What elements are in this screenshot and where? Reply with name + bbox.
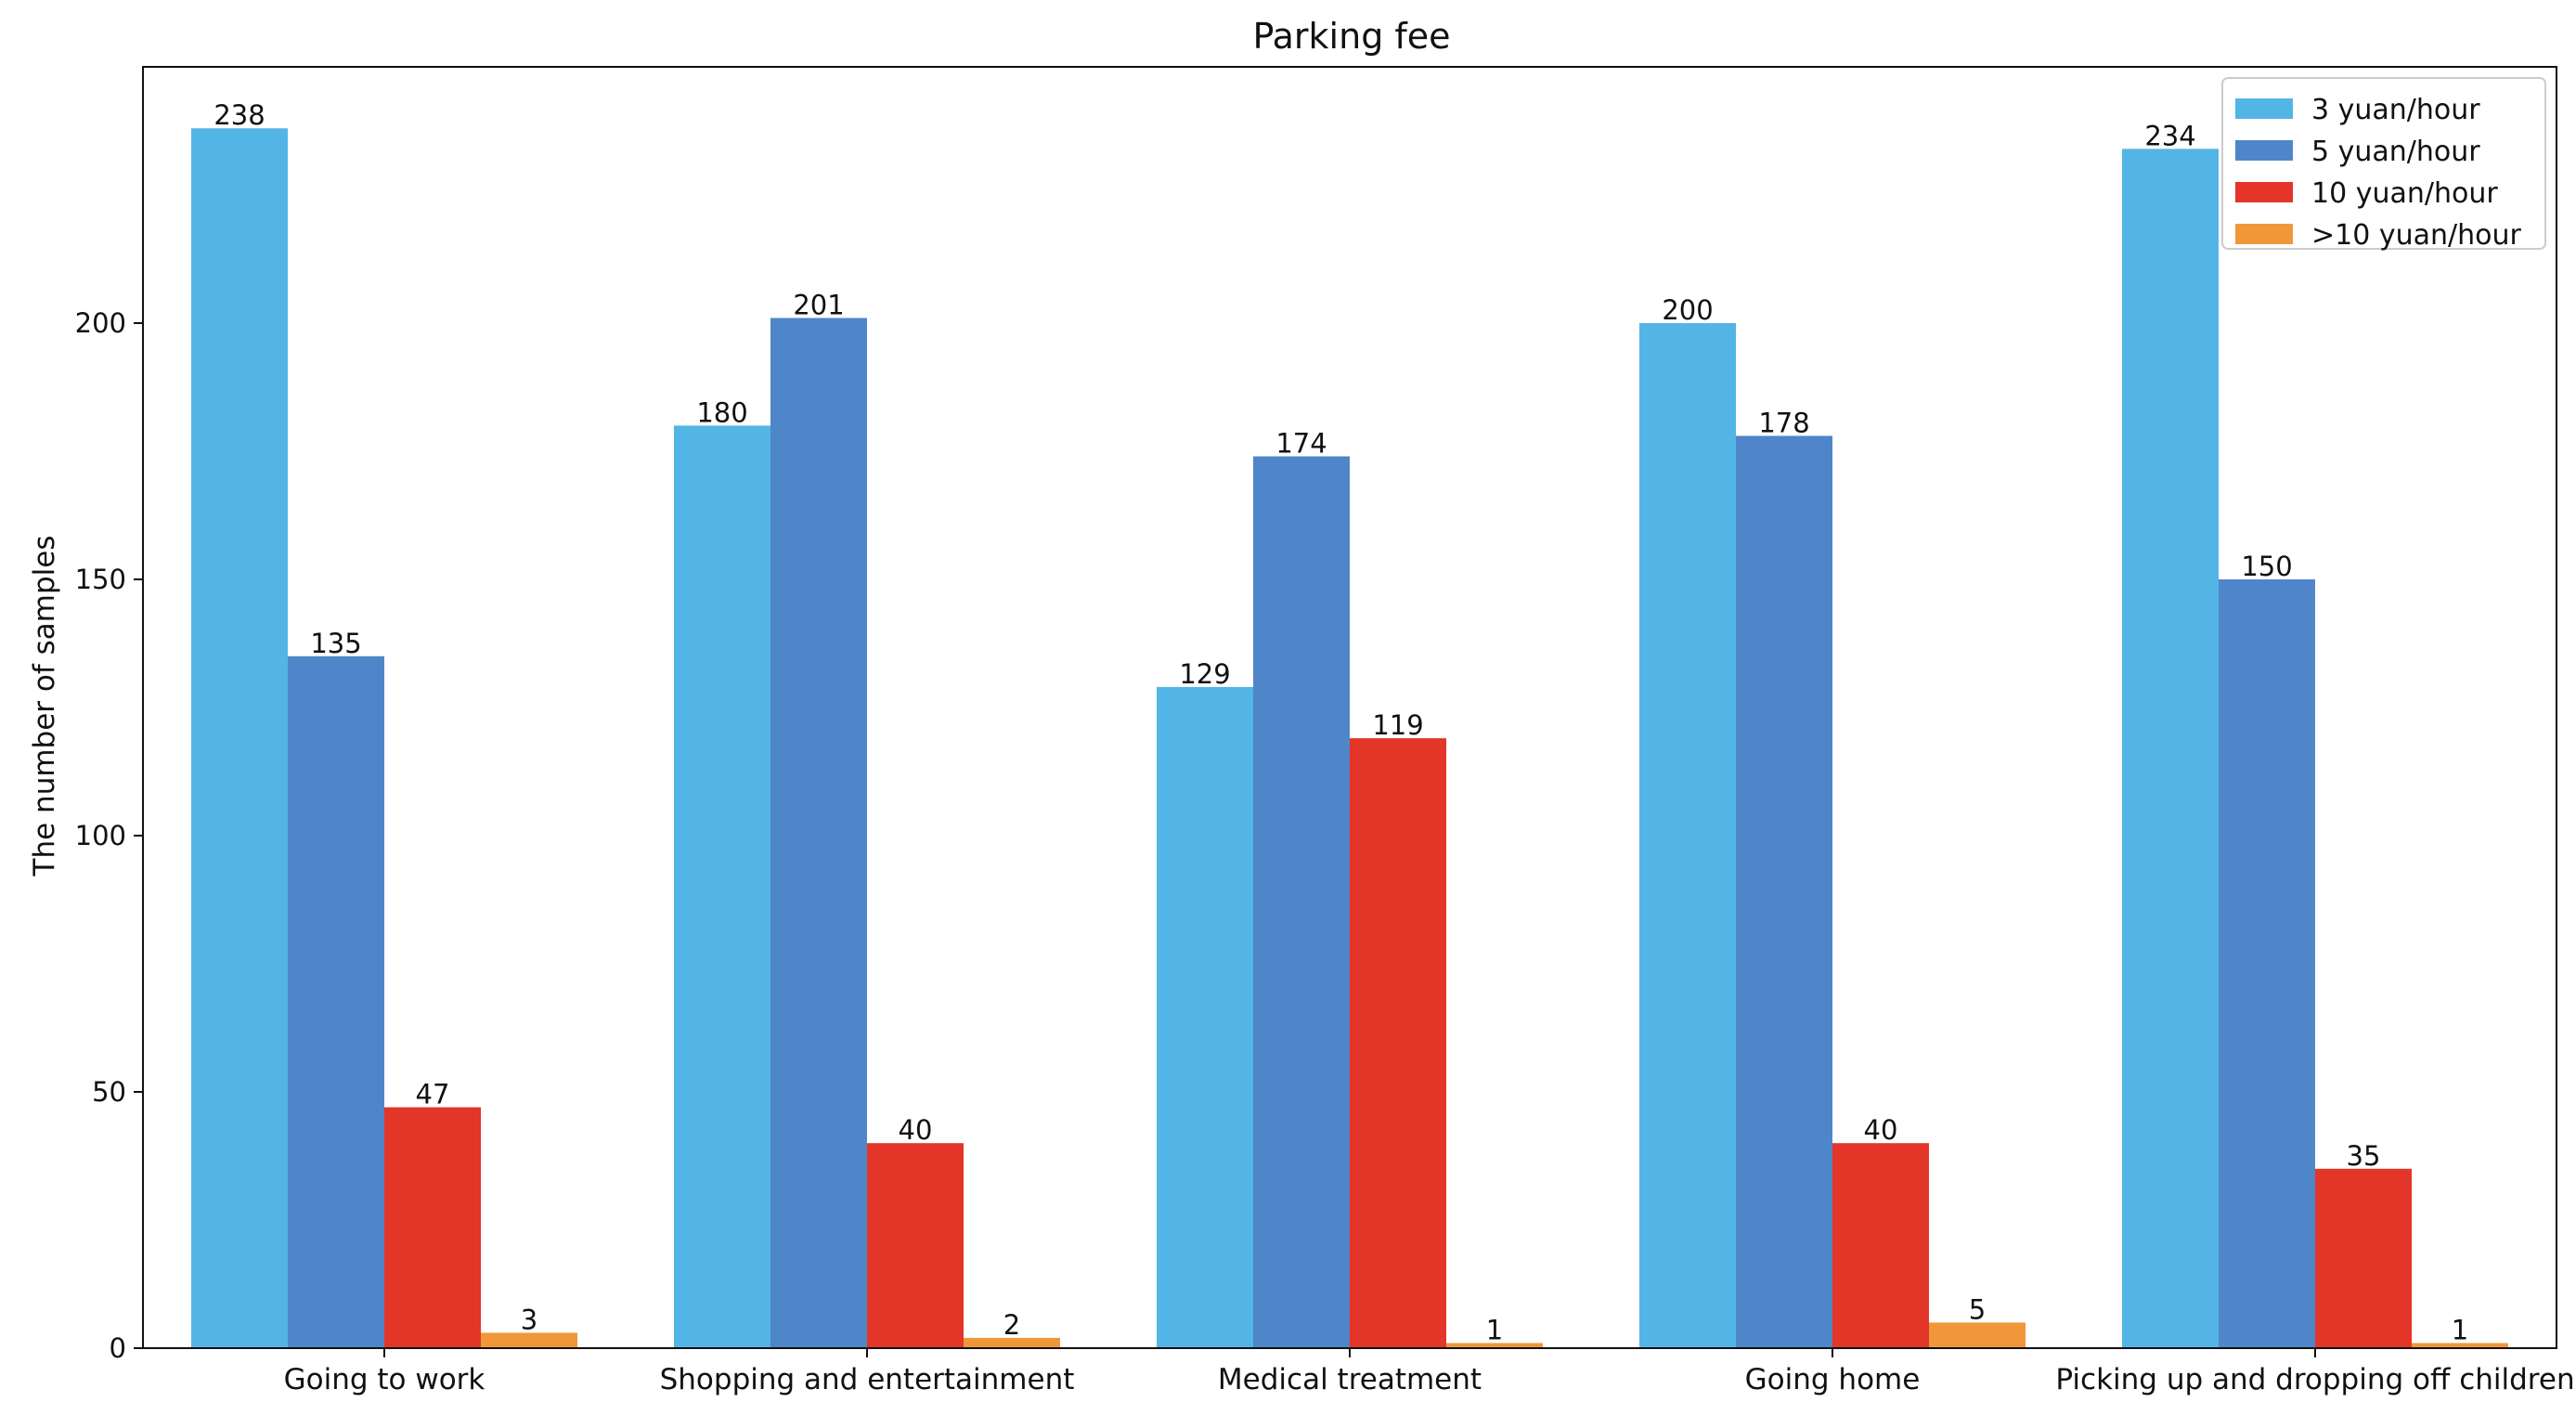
bars-layer [191, 128, 2508, 1349]
y-axis-label: The number of samples [28, 536, 61, 877]
bar-going-home-10-yuan-hour [1832, 1143, 1929, 1348]
bar-value-label: 135 [310, 628, 361, 659]
x-tick-label-picking-up-and-dropping-off-children: Picking up and dropping off children [2055, 1363, 2574, 1396]
legend-label-10-yuan-hour: 10 yuan/hour [2311, 177, 2498, 210]
y-tick-label: 100 [75, 820, 126, 851]
x-tick-label-going-to-work: Going to work [284, 1363, 485, 1396]
bar-labels-layer: 2381354731802014021291741191200178405234… [214, 99, 2468, 1345]
chart-title: Parking fee [1252, 16, 1450, 57]
y-tick-label: 50 [92, 1076, 126, 1108]
bar-value-label: 35 [2347, 1140, 2381, 1172]
legend-swatch-10-yuan-hour [2235, 182, 2293, 202]
y-axis: 0 50 100 150 200 [75, 307, 143, 1364]
bar-value-label: 150 [2241, 551, 2292, 582]
bar-picking-up-and-dropping-off-children-3-yuan-hour [2122, 149, 2219, 1348]
bar-value-label: 174 [1275, 428, 1327, 460]
bar-value-label: 1 [1486, 1314, 1503, 1345]
bar-going-to-work-10-yuan-hour [481, 1332, 577, 1348]
legend-label-3-yuan-hour: 3 yuan/hour [2311, 94, 2480, 126]
bar-value-label: 2 [1003, 1309, 1020, 1341]
bar-medical-treatment-3-yuan-hour [1157, 686, 1253, 1348]
legend-box [2221, 77, 2546, 250]
bar-shopping-and-entertainment-10-yuan-hour [867, 1143, 964, 1348]
bar-value-label: 47 [416, 1079, 450, 1110]
y-tick-label: 0 [110, 1332, 126, 1364]
bar-medical-treatment-10-yuan-hour [1350, 738, 1446, 1348]
plot-frame [142, 66, 2557, 1349]
bar-value-label: 178 [1758, 407, 1809, 438]
bar-shopping-and-entertainment-5-yuan-hour [770, 318, 867, 1349]
x-tick-label-medical-treatment: Medical treatment [1218, 1363, 1482, 1396]
bar-value-label: 40 [1864, 1114, 1898, 1146]
bar-shopping-and-entertainment-3-yuan-hour [674, 425, 770, 1348]
bar-value-label: 5 [1969, 1293, 1986, 1325]
bar-value-label: 201 [793, 289, 844, 320]
bar-value-label: 180 [696, 396, 747, 428]
legend-swatch-10-yuan-hour [2235, 224, 2293, 244]
bar-going-home-5-yuan-hour [1736, 435, 1832, 1348]
bar-going-home-10-yuan-hour [1929, 1322, 2026, 1348]
bar-going-to-work-5-yuan-hour [288, 656, 384, 1348]
bar-value-label: 119 [1372, 709, 1423, 741]
bar-going-to-work-3-yuan-hour [191, 128, 288, 1349]
bar-medical-treatment-10-yuan-hour [1446, 1343, 1543, 1348]
y-tick-label: 200 [75, 307, 126, 339]
legend-label-10-yuan-hour: >10 yuan/hour [2311, 219, 2522, 252]
bar-value-label: 234 [2144, 120, 2195, 151]
x-axis: Going to work Shopping and entertainment M… [284, 1348, 2575, 1396]
bar-shopping-and-entertainment-10-yuan-hour [964, 1337, 1060, 1348]
legend: 3 yuan/hour 5 yuan/hour 10 yuan/hour >10 yu… [2221, 77, 2546, 252]
bar-value-label: 200 [1662, 294, 1713, 326]
bar-value-label: 238 [214, 99, 265, 131]
x-tick-label-shopping-and-entertainment: Shopping and entertainment [660, 1363, 1075, 1396]
legend-swatch-5-yuan-hour [2235, 140, 2293, 161]
bar-picking-up-and-dropping-off-children-5-yuan-hour [2219, 579, 2315, 1348]
bar-going-to-work-10-yuan-hour [384, 1107, 481, 1348]
bar-value-label: 129 [1179, 658, 1230, 690]
x-tick-label-going-home: Going home [1745, 1363, 1921, 1396]
bar-value-label: 40 [899, 1114, 933, 1146]
bar-medical-treatment-5-yuan-hour [1253, 456, 1350, 1348]
bar-value-label: 1 [2452, 1314, 2468, 1345]
bar-value-label: 3 [521, 1304, 537, 1335]
bar-going-home-3-yuan-hour [1639, 323, 1736, 1348]
bar-picking-up-and-dropping-off-children-10-yuan-hour [2315, 1168, 2412, 1348]
y-tick-label: 150 [75, 564, 126, 595]
legend-label-5-yuan-hour: 5 yuan/hour [2311, 136, 2480, 168]
legend-swatch-3-yuan-hour [2235, 98, 2293, 119]
bar-picking-up-and-dropping-off-children-10-yuan-hour [2412, 1343, 2508, 1348]
